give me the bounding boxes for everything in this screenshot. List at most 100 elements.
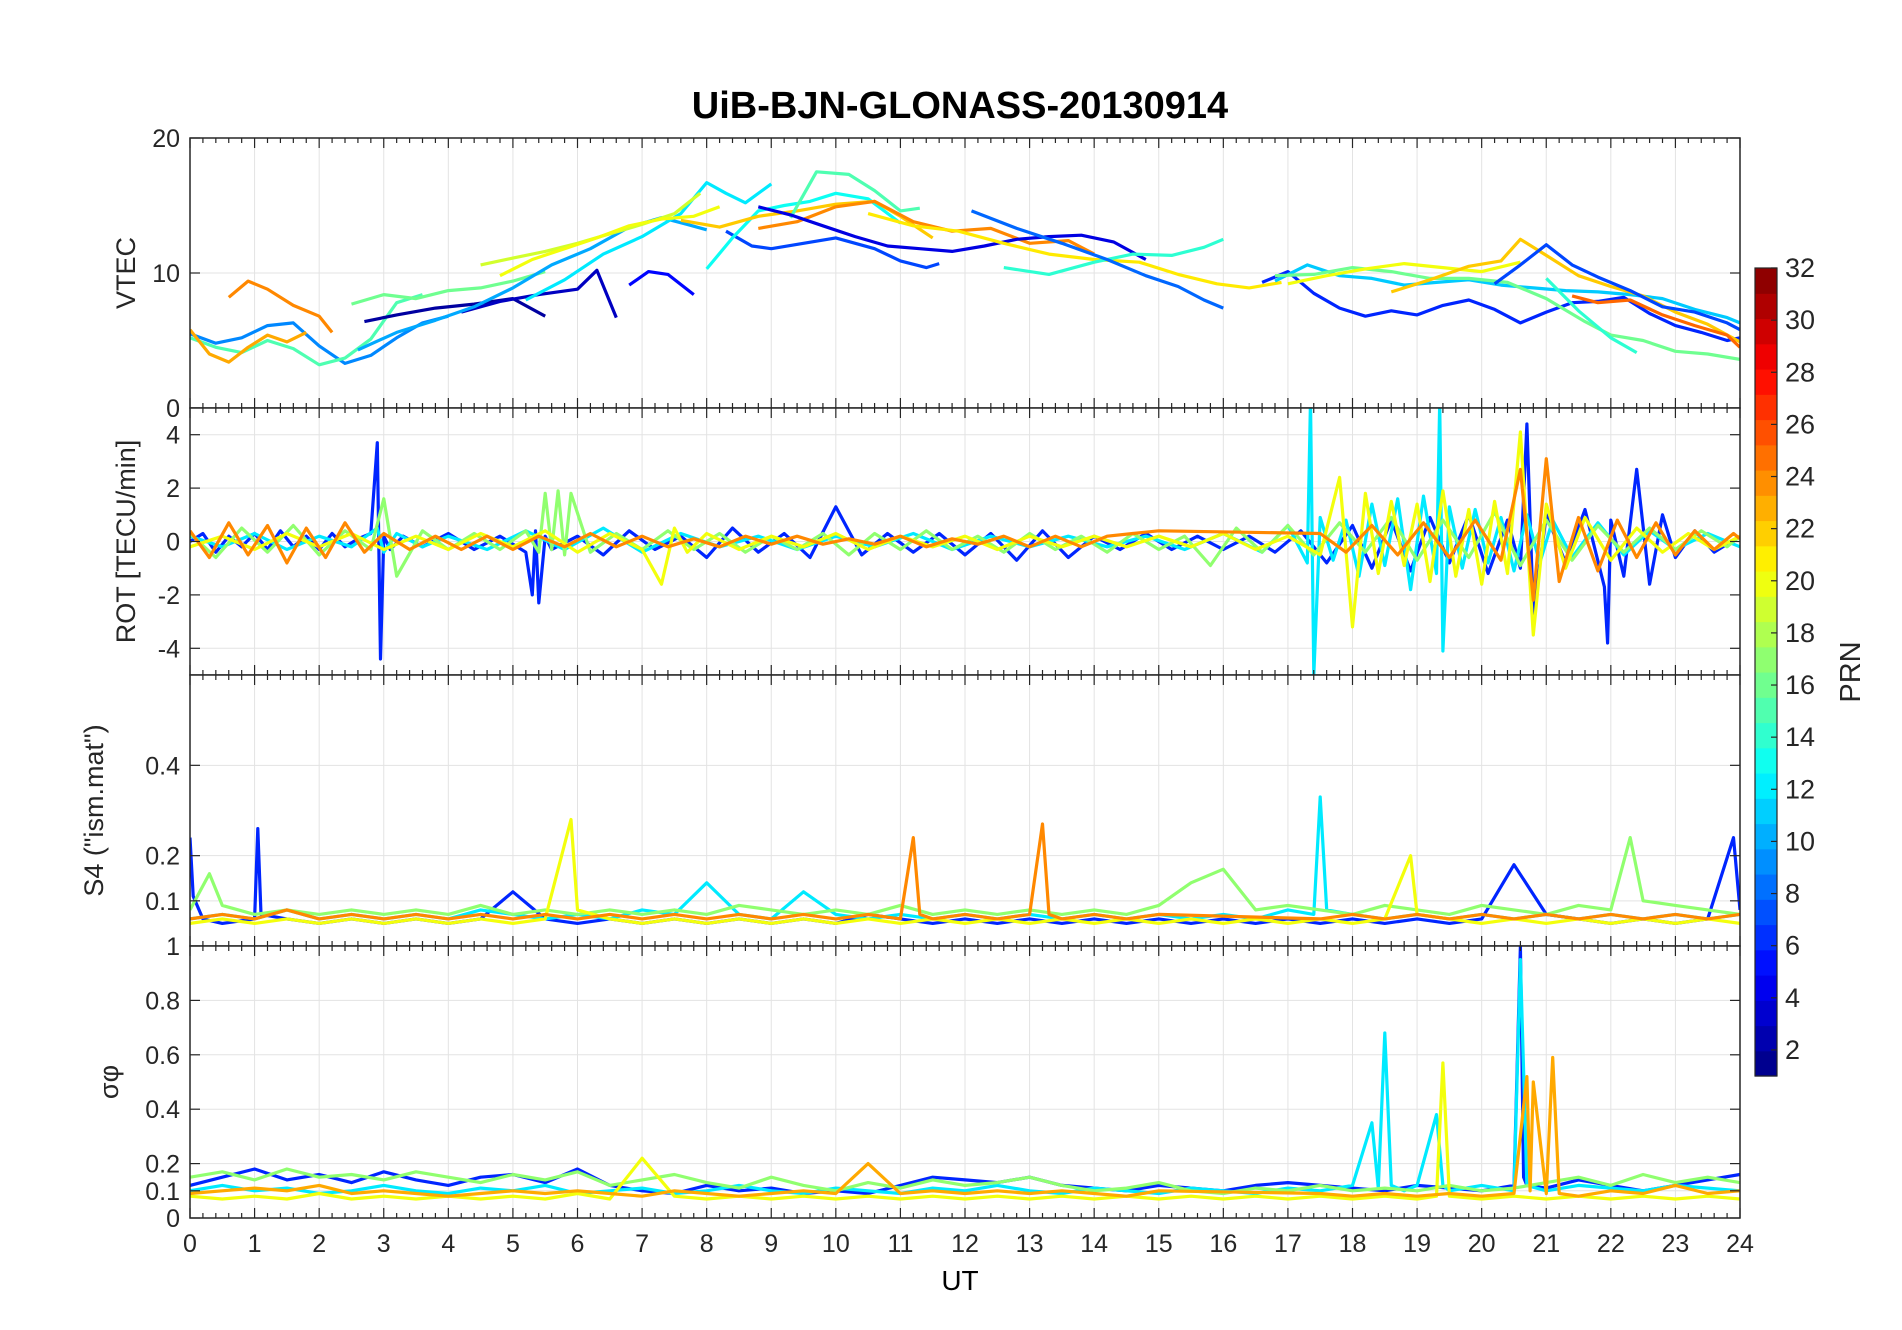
colorbar-segment (1755, 1000, 1777, 1027)
x-tick-label: 9 (764, 1230, 778, 1258)
x-tick-label: 17 (1274, 1230, 1302, 1258)
colorbar-segment (1755, 495, 1777, 522)
y-axis-label: S4 ("ism.mat") (79, 724, 109, 896)
series-line-prn-24 (758, 199, 1095, 256)
series-line-prn-14 (1545, 277, 1638, 354)
colorbar-segment (1755, 343, 1777, 370)
colorbar-segment (1755, 596, 1777, 623)
y-tick-label: 0.2 (145, 843, 180, 871)
series-group (190, 795, 1740, 926)
series-line-prn-6 (1261, 270, 1740, 343)
series-line-prn-14 (1003, 237, 1224, 276)
series-line-prn-16 (351, 270, 546, 306)
series-line-prn-24 (227, 279, 334, 334)
x-tick-label: 22 (1597, 1230, 1625, 1258)
colorbar-label: PRN (1835, 641, 1867, 702)
series-line-prn-17 (190, 1167, 1740, 1196)
y-tick-label: 1 (166, 933, 180, 961)
y-tick-label: 0.1 (145, 888, 180, 916)
x-tick-label: 5 (506, 1230, 520, 1258)
series-line-prn-15 (789, 170, 921, 219)
series-line-prn-20 (190, 817, 1740, 926)
series-line-prn-8 (970, 209, 1224, 310)
colorbar-tick-label: 32 (1785, 253, 1815, 283)
colorbar-segment (1755, 798, 1777, 825)
x-tick-label: 4 (441, 1230, 455, 1258)
colorbar-segment (1755, 747, 1777, 774)
panel-sigma-phi: 00.10.20.40.60.810 1 2 3 4 5 6 7 8 9 10 11 12 13 14 15 1… (94, 933, 1754, 1258)
colorbar-segment (1755, 444, 1777, 471)
colorbar-tick-label: 18 (1785, 618, 1815, 648)
colorbar-tick-label: 2 (1785, 1035, 1800, 1065)
series-line-prn-20 (1287, 260, 1521, 286)
series-line-prn-17 (190, 835, 1740, 917)
y-tick-label: 0.4 (145, 752, 180, 780)
x-tick-label: 11 (887, 1230, 913, 1258)
series-line-prn-7 (725, 229, 940, 270)
colorbar-segment (1755, 545, 1777, 572)
colorbar-segment (1755, 848, 1777, 875)
colorbar-segment (1755, 571, 1777, 597)
y-tick-label: 4 (166, 422, 180, 450)
colorbar-tick-label: 10 (1785, 826, 1815, 856)
colorbar-tick-label: 16 (1785, 670, 1815, 700)
series-line-prn-15 (190, 293, 423, 367)
x-tick-label: 12 (951, 1230, 979, 1258)
series-line-prn-20 (499, 205, 721, 278)
series-line-prn-24 (190, 822, 1740, 921)
y-axis-label: σφ (94, 1065, 124, 1099)
colorbar-tick-label: 22 (1785, 514, 1815, 544)
x-tick-label: 24 (1726, 1230, 1754, 1258)
y-tick-label: -2 (158, 582, 180, 610)
colorbar-segment (1755, 874, 1777, 900)
y-axis-label: ROT [TECU/min] (111, 440, 141, 644)
series-line-prn-3 (460, 268, 618, 319)
y-axis-label: VTEC (111, 237, 141, 309)
series-line-prn-4 (757, 205, 1147, 261)
series-group (190, 170, 1740, 367)
colorbar-segment (1755, 975, 1777, 1001)
x-tick-label: 16 (1209, 1230, 1237, 1258)
colorbar-segment (1755, 268, 1777, 294)
series-line-prn-22 (1390, 237, 1740, 344)
colorbar-segment (1755, 1025, 1777, 1052)
colorbar-tick-label: 30 (1785, 305, 1815, 335)
colorbar-tick-label: 8 (1785, 879, 1800, 909)
colorbar-segment (1755, 470, 1777, 496)
y-tick-label: 0 (166, 529, 180, 557)
x-tick-label: 2 (312, 1230, 326, 1258)
x-tick-label: 1 (248, 1230, 262, 1258)
y-tick-label: 0.8 (145, 987, 180, 1015)
y-tick-label: 0.6 (145, 1042, 180, 1070)
colorbar-segment (1755, 924, 1777, 951)
figure-title: UiB-BJN-GLONASS-20130914 (692, 85, 1228, 127)
colorbar-segment (1755, 646, 1777, 673)
series-line-prn-2 (364, 297, 546, 324)
series-line-prn-24 (190, 457, 1740, 602)
colorbar-segment (1755, 621, 1777, 648)
colorbar-segment (1755, 823, 1777, 850)
series-line-prn-21 (867, 212, 1282, 290)
x-tick-label: 19 (1403, 1230, 1431, 1258)
colorbar-segment (1755, 394, 1777, 421)
series-line-prn-20 (190, 1061, 1740, 1201)
y-tick-label: 0.2 (145, 1151, 180, 1179)
colorbar-tick-label: 6 (1785, 931, 1800, 961)
panel-vtec: 0 10 20 VTEC (111, 125, 1741, 423)
panel-s4: 0.1 0.2 0.4 S4 ("ism.mat") (79, 674, 1741, 947)
series-group (190, 946, 1740, 1201)
colorbar-frame (1754, 267, 1778, 1077)
x-tick-label: 13 (1016, 1230, 1044, 1258)
y-tick-label: 10 (152, 260, 180, 288)
x-tick-label: 10 (822, 1230, 850, 1258)
x-tick-label: 23 (1662, 1230, 1690, 1258)
y-tick-label: 2 (166, 475, 180, 503)
series-line-prn-9 (190, 314, 449, 365)
x-tick-label: 6 (571, 1230, 585, 1258)
series-group (190, 408, 1740, 675)
panel-rot: -4 -2 0 2 4 ROT [TECU/min] (111, 407, 1741, 676)
series-line-prn-12 (525, 181, 773, 302)
x-tick-label: 14 (1080, 1230, 1108, 1258)
